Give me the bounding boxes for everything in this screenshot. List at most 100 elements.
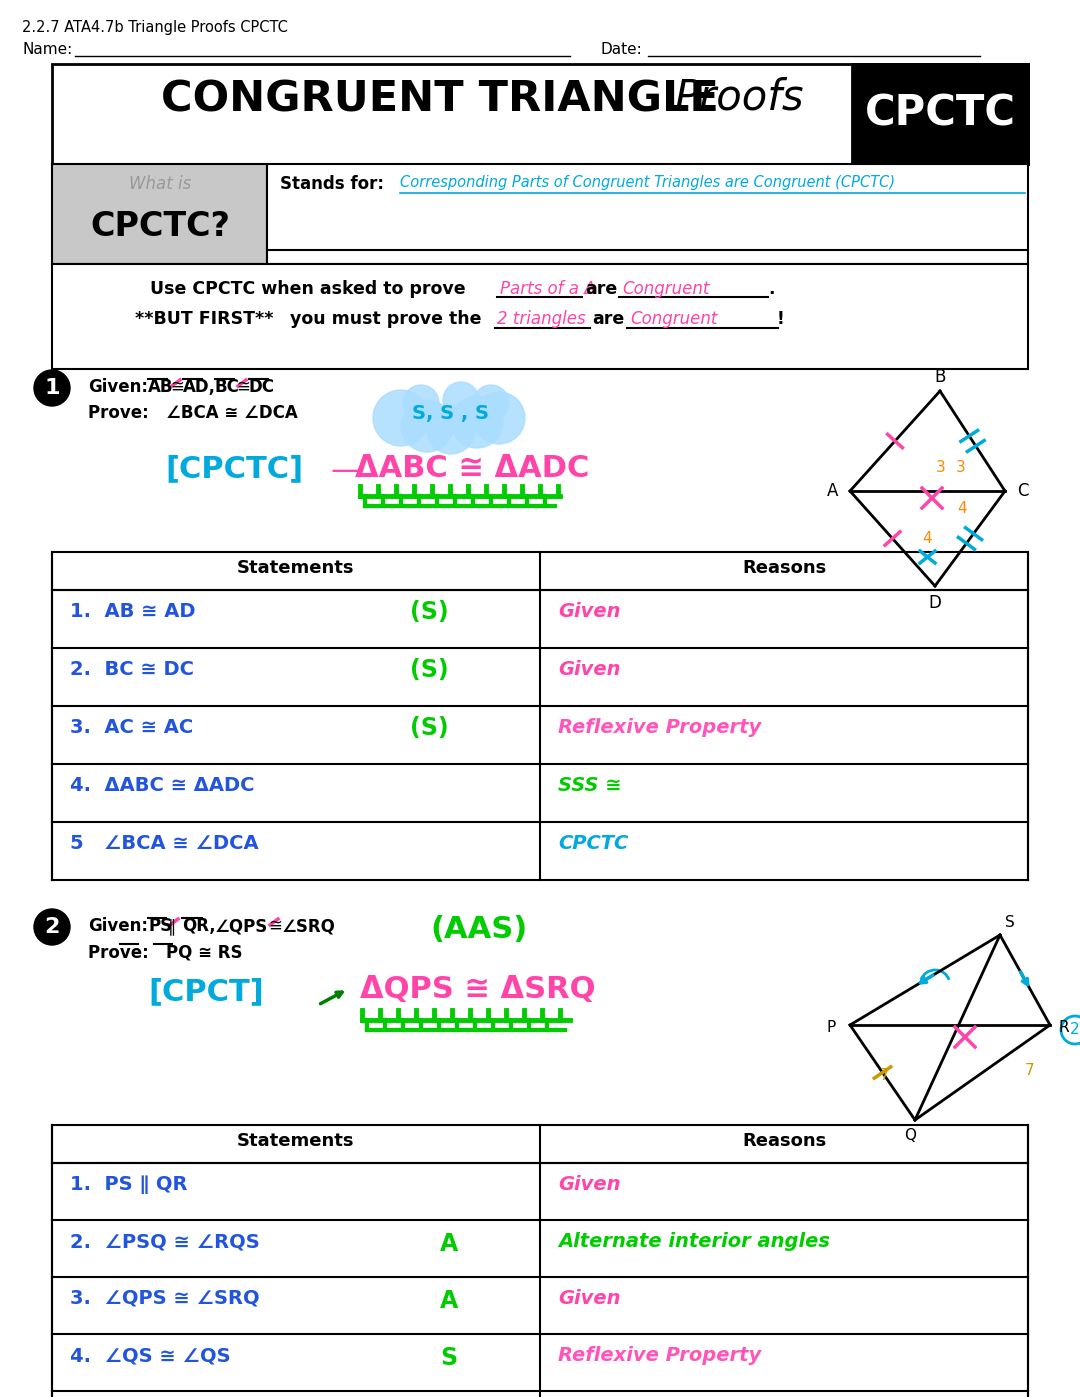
Text: 4: 4 (922, 531, 932, 546)
Text: Reflexive Property: Reflexive Property (558, 1345, 761, 1365)
Text: Parts of a Δ: Parts of a Δ (500, 279, 596, 298)
Text: A: A (440, 1289, 458, 1313)
Text: Given: Given (558, 659, 621, 679)
Bar (52, 552, 1028, 590)
Text: P: P (827, 1020, 836, 1035)
Text: 3.  ∠QPS ≅ ∠SRQ: 3. ∠QPS ≅ ∠SRQ (70, 1289, 259, 1308)
Text: S: S (1005, 915, 1015, 930)
Text: Prove:   PQ ≅ RS: Prove: PQ ≅ RS (87, 943, 243, 961)
Text: AD,: AD, (183, 379, 216, 395)
Text: Stands for:: Stands for: (280, 175, 384, 193)
Text: Statements: Statements (238, 1132, 354, 1150)
Text: Use CPCTC when asked to prove: Use CPCTC when asked to prove (150, 279, 465, 298)
Circle shape (401, 400, 453, 453)
Text: .: . (768, 279, 774, 298)
Bar (52, 1125, 1028, 1162)
Text: PS: PS (148, 916, 172, 935)
Text: 2: 2 (1070, 1023, 1080, 1038)
Text: DC: DC (249, 379, 275, 395)
Text: Date:: Date: (600, 42, 642, 57)
Text: D: D (929, 594, 942, 612)
Text: Name:: Name: (22, 42, 72, 57)
Text: [CPCT]: [CPCT] (148, 977, 264, 1006)
Text: Given: Given (558, 602, 621, 622)
Text: Reasons: Reasons (742, 559, 826, 577)
Text: !: ! (777, 310, 785, 328)
Circle shape (33, 909, 70, 944)
Text: (S): (S) (410, 599, 448, 624)
Text: Proofs: Proofs (675, 75, 805, 117)
Text: ∠QPS: ∠QPS (215, 916, 268, 935)
Circle shape (443, 381, 480, 418)
Text: CONGRUENT TRIANGLE: CONGRUENT TRIANGLE (161, 78, 719, 120)
Text: 2.2.7 ATA4.7b Triangle Proofs CPCTC: 2.2.7 ATA4.7b Triangle Proofs CPCTC (22, 20, 288, 35)
Text: Given:: Given: (87, 916, 148, 935)
Text: Congruent: Congruent (622, 279, 710, 298)
Text: 4.  ∠QS ≅ ∠QS: 4. ∠QS ≅ ∠QS (70, 1345, 231, 1365)
Text: 2: 2 (44, 916, 59, 937)
Text: Alternate interior angles: Alternate interior angles (558, 1232, 831, 1250)
Text: Given: Given (558, 1289, 621, 1308)
Circle shape (451, 395, 503, 448)
Text: ≅: ≅ (268, 916, 282, 935)
Text: B: B (934, 367, 946, 386)
Text: Q: Q (904, 1127, 916, 1143)
Text: Prove:   ∠BCA ≅ ∠DCA: Prove: ∠BCA ≅ ∠DCA (87, 404, 298, 422)
Text: ΔABC ≅ ΔADC: ΔABC ≅ ΔADC (355, 454, 590, 483)
Text: CPCTC?: CPCTC? (90, 210, 230, 243)
Bar (52, 64, 1028, 163)
Text: 5   ∠BCA ≅ ∠DCA: 5 ∠BCA ≅ ∠DCA (70, 834, 258, 854)
Text: 4.  ΔABC ≅ ΔADC: 4. ΔABC ≅ ΔADC (70, 775, 255, 795)
Text: Reflexive Property: Reflexive Property (558, 718, 761, 738)
Text: CPCTC: CPCTC (864, 94, 1015, 136)
Text: CPCTC: CPCTC (558, 834, 629, 854)
Text: **BUT FIRST**: **BUT FIRST** (135, 310, 273, 328)
Bar (52, 264, 1028, 369)
Circle shape (403, 386, 438, 420)
Text: 7: 7 (880, 1067, 890, 1083)
Text: AB: AB (148, 379, 174, 395)
Text: Statements: Statements (238, 559, 354, 577)
Text: 3.  AC ≅ AC: 3. AC ≅ AC (70, 718, 193, 738)
Text: Congruent: Congruent (630, 310, 717, 328)
Text: (S): (S) (410, 658, 448, 682)
Text: ≅: ≅ (170, 379, 184, 395)
Circle shape (427, 407, 475, 454)
Text: 1.  AB ≅ AD: 1. AB ≅ AD (70, 602, 195, 622)
Text: 1.  PS ∥ QR: 1. PS ∥ QR (70, 1175, 188, 1194)
Text: 3: 3 (936, 460, 946, 475)
Text: 1: 1 (44, 379, 59, 398)
Text: 2 triangles: 2 triangles (497, 310, 585, 328)
Text: (AAS): (AAS) (430, 915, 527, 944)
Text: 2.  ∠PSQ ≅ ∠RQS: 2. ∠PSQ ≅ ∠RQS (70, 1232, 260, 1250)
Text: Given:: Given: (87, 379, 148, 395)
Text: SSS ≅: SSS ≅ (558, 775, 622, 795)
Text: Given: Given (558, 1175, 621, 1194)
Text: are: are (592, 310, 624, 328)
Text: Corresponding Parts of Congruent Triangles are Congruent (CPCTC): Corresponding Parts of Congruent Triangl… (400, 175, 895, 190)
Text: A: A (440, 1232, 458, 1256)
Text: ≅: ≅ (237, 379, 249, 395)
Bar (267, 163, 1028, 264)
Text: BC: BC (215, 379, 240, 395)
Text: ΔQPS ≅ ΔSRQ: ΔQPS ≅ ΔSRQ (360, 975, 595, 1004)
Circle shape (373, 390, 429, 446)
Text: 3: 3 (956, 460, 966, 475)
Text: ∠SRQ: ∠SRQ (282, 916, 336, 935)
Text: 4: 4 (957, 502, 967, 515)
Text: R: R (1058, 1020, 1068, 1035)
Circle shape (473, 393, 525, 444)
Circle shape (33, 370, 70, 407)
Text: C: C (1017, 482, 1028, 500)
Bar (852, 64, 1028, 163)
Text: A: A (826, 482, 838, 500)
Text: S: S (440, 1345, 457, 1370)
Text: 7: 7 (1025, 1063, 1035, 1078)
Text: ∥: ∥ (168, 916, 176, 935)
Text: QR,: QR, (183, 916, 216, 935)
Text: (S): (S) (410, 717, 448, 740)
Text: S, S , S: S, S , S (411, 404, 488, 422)
Text: What is: What is (129, 175, 191, 193)
Text: [CPCTC]: [CPCTC] (165, 454, 303, 483)
Bar (52, 163, 267, 264)
